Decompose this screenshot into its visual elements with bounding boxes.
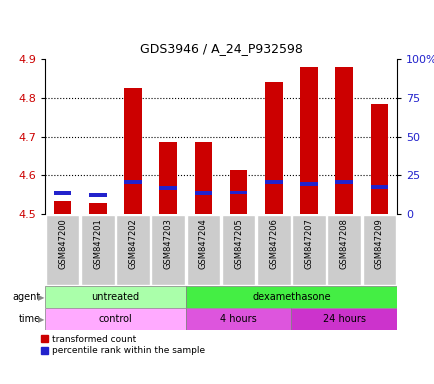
FancyBboxPatch shape (46, 215, 79, 285)
Text: time: time (19, 314, 40, 324)
Bar (264, 180, 282, 184)
Title: GDS3946 / A_24_P932598: GDS3946 / A_24_P932598 (139, 42, 302, 55)
Bar (159, 186, 177, 190)
Bar (229, 170, 247, 214)
FancyBboxPatch shape (116, 215, 150, 285)
Bar (89, 193, 106, 197)
Text: agent: agent (13, 292, 40, 302)
FancyBboxPatch shape (292, 215, 325, 285)
Bar (194, 142, 212, 214)
Text: dexamethasone: dexamethasone (252, 292, 330, 302)
Text: ▶: ▶ (38, 314, 44, 324)
Bar (185, 308, 291, 330)
Text: control: control (98, 314, 132, 324)
Bar (54, 200, 71, 214)
Bar (124, 88, 141, 214)
Bar (335, 180, 352, 184)
Bar (45, 308, 185, 330)
FancyBboxPatch shape (186, 215, 220, 285)
Text: GSM847204: GSM847204 (198, 218, 207, 268)
Bar (291, 308, 396, 330)
Bar (229, 190, 247, 194)
Bar (89, 202, 106, 214)
Text: GSM847203: GSM847203 (163, 218, 172, 269)
FancyBboxPatch shape (151, 215, 185, 285)
FancyBboxPatch shape (256, 215, 290, 285)
Bar (124, 180, 141, 184)
Text: GSM847200: GSM847200 (58, 218, 67, 268)
Bar (299, 182, 317, 186)
Legend: transformed count, percentile rank within the sample: transformed count, percentile rank withi… (41, 335, 204, 355)
Text: GSM847205: GSM847205 (233, 218, 243, 268)
Bar (370, 185, 387, 189)
Text: ▶: ▶ (38, 293, 44, 302)
Bar (299, 67, 317, 214)
Text: GSM847206: GSM847206 (269, 218, 278, 269)
Bar (264, 83, 282, 214)
Text: 24 hours: 24 hours (322, 314, 365, 324)
Bar (54, 191, 71, 195)
Bar (194, 191, 212, 195)
Text: GSM847209: GSM847209 (374, 218, 383, 268)
Text: untreated: untreated (91, 292, 139, 302)
FancyBboxPatch shape (326, 215, 360, 285)
Bar (185, 286, 396, 308)
FancyBboxPatch shape (221, 215, 255, 285)
Bar (370, 104, 387, 214)
Text: 4 hours: 4 hours (220, 314, 256, 324)
FancyBboxPatch shape (362, 215, 395, 285)
FancyBboxPatch shape (81, 215, 115, 285)
Text: GSM847202: GSM847202 (128, 218, 137, 268)
Bar (45, 286, 185, 308)
Text: GSM847208: GSM847208 (339, 218, 348, 269)
Text: GSM847207: GSM847207 (304, 218, 313, 269)
Bar (335, 67, 352, 214)
Text: GSM847201: GSM847201 (93, 218, 102, 268)
Bar (159, 142, 177, 214)
